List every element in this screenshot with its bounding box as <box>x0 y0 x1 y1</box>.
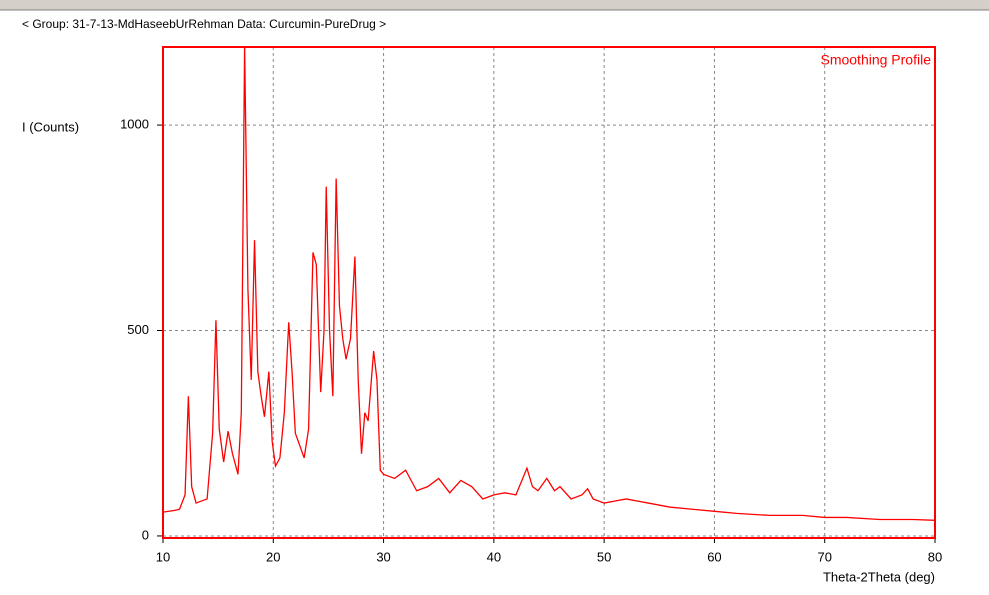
header: < Group: 31-7-13-MdHaseebUrRehman Data: … <box>22 17 386 31</box>
y-axis-label: I (Counts) <box>22 119 79 134</box>
plot-frame <box>162 46 936 539</box>
y-tick-label: 1000 <box>120 117 149 132</box>
y-tick-label: 0 <box>142 527 149 542</box>
y-tick-label: 500 <box>127 322 149 337</box>
x-tick-label: 10 <box>156 549 170 564</box>
toolbar-strip <box>0 0 989 10</box>
x-tick-label: 80 <box>928 549 942 564</box>
x-tick-label: 40 <box>487 549 501 564</box>
x-axis-label: Theta-2Theta (deg) <box>823 569 935 584</box>
x-tick-label: 30 <box>376 549 390 564</box>
profile-line <box>162 46 936 521</box>
legend-label: Smoothing Profile <box>820 52 931 68</box>
x-tick-label: 70 <box>817 549 831 564</box>
x-tick-label: 20 <box>266 549 280 564</box>
x-tick-label: 50 <box>597 549 611 564</box>
x-tick-label: 60 <box>707 549 721 564</box>
